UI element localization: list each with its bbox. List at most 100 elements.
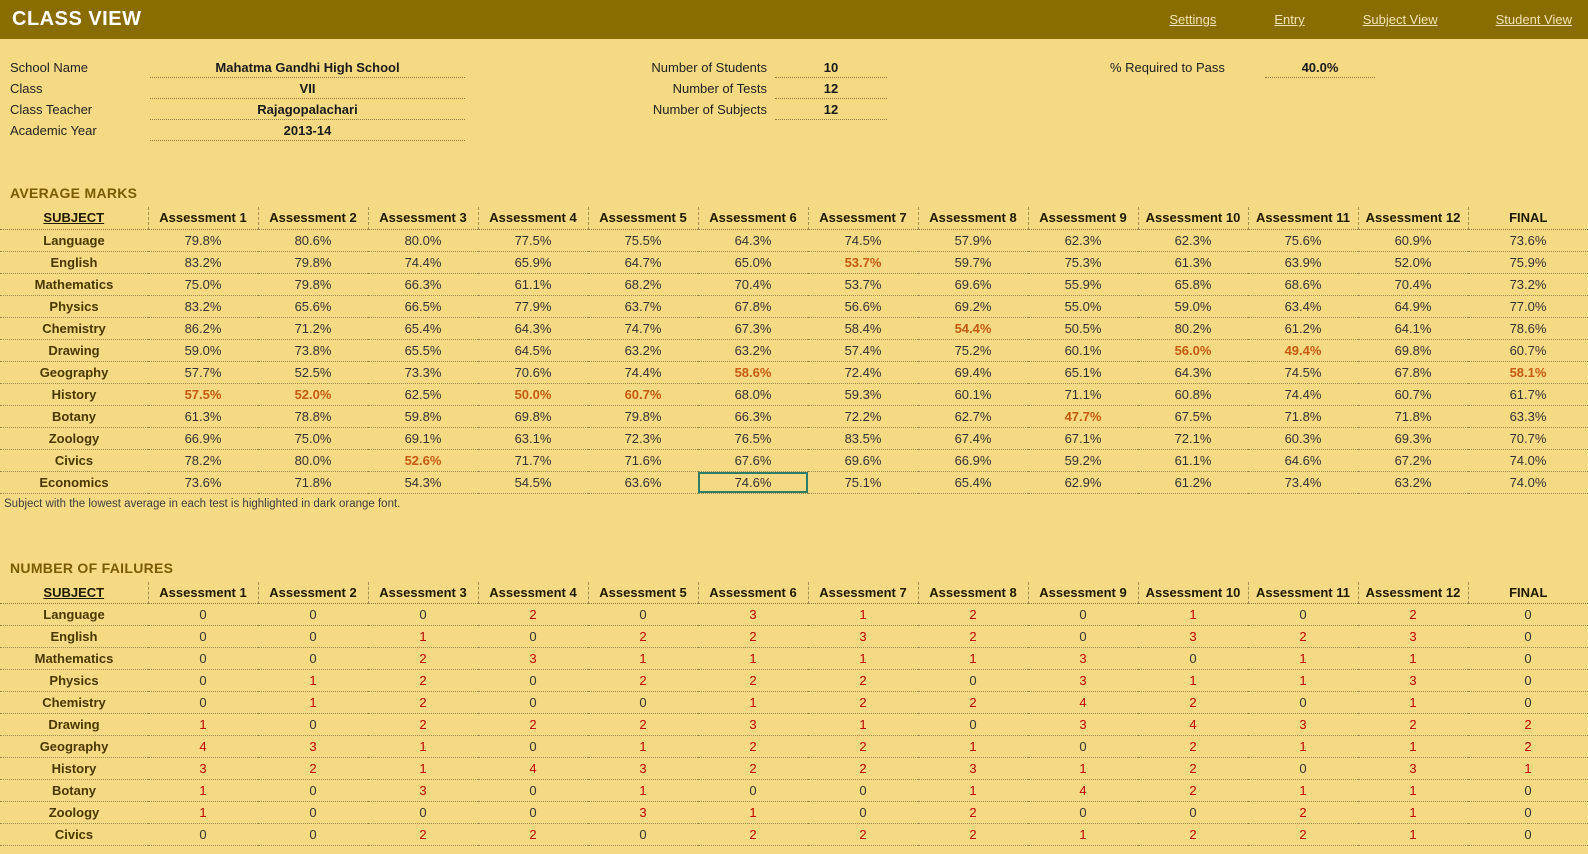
- data-cell[interactable]: 0: [258, 823, 368, 846]
- data-cell[interactable]: 3: [1028, 647, 1138, 670]
- data-cell[interactable]: 69.4%: [918, 361, 1028, 384]
- data-cell[interactable]: 72.1%: [1138, 427, 1248, 450]
- data-cell[interactable]: 0: [148, 823, 258, 846]
- data-cell[interactable]: 2: [1248, 823, 1358, 846]
- data-cell[interactable]: 71.6%: [588, 449, 698, 472]
- data-cell[interactable]: 61.2%: [1138, 471, 1248, 494]
- data-cell[interactable]: 3: [588, 757, 698, 780]
- data-cell[interactable]: 1: [148, 713, 258, 736]
- data-cell[interactable]: 2: [808, 669, 918, 692]
- data-cell[interactable]: 79.8%: [258, 251, 368, 274]
- data-cell[interactable]: 1: [1248, 669, 1358, 692]
- data-cell[interactable]: 1: [918, 779, 1028, 802]
- data-cell[interactable]: 54.4%: [918, 317, 1028, 340]
- data-cell[interactable]: 0: [478, 669, 588, 692]
- field-value[interactable]: 12: [775, 100, 887, 120]
- field-value[interactable]: 40.0%: [1265, 58, 1375, 78]
- data-cell[interactable]: 0: [1468, 603, 1588, 626]
- data-cell[interactable]: 61.1%: [478, 273, 588, 296]
- field-value[interactable]: 10: [775, 58, 887, 78]
- data-cell[interactable]: 1: [258, 669, 368, 692]
- data-cell[interactable]: 62.3%: [1028, 229, 1138, 252]
- data-cell[interactable]: 65.9%: [478, 251, 588, 274]
- data-cell[interactable]: 0: [1028, 625, 1138, 648]
- data-cell[interactable]: 72.3%: [588, 427, 698, 450]
- selected-cell[interactable]: 74.6%: [698, 471, 808, 494]
- data-cell[interactable]: 3: [478, 647, 588, 670]
- data-cell[interactable]: 2: [808, 823, 918, 846]
- data-cell[interactable]: 4: [478, 757, 588, 780]
- data-cell[interactable]: 0: [1468, 779, 1588, 802]
- data-cell[interactable]: 2: [1468, 735, 1588, 758]
- data-cell[interactable]: 74.0%: [1468, 449, 1588, 472]
- data-cell[interactable]: 3: [1028, 669, 1138, 692]
- field-value[interactable]: Rajagopalachari: [150, 100, 465, 120]
- subject-cell[interactable]: Language: [0, 229, 148, 252]
- data-cell[interactable]: 2: [698, 823, 808, 846]
- data-cell[interactable]: 2: [368, 713, 478, 736]
- field-value[interactable]: Mahatma Gandhi High School: [150, 58, 465, 78]
- data-cell[interactable]: 52.0%: [1358, 251, 1468, 274]
- data-cell[interactable]: 0: [1248, 603, 1358, 626]
- data-cell[interactable]: 2: [1138, 823, 1248, 846]
- data-cell[interactable]: 63.4%: [1248, 295, 1358, 318]
- data-cell[interactable]: 68.6%: [1248, 273, 1358, 296]
- data-cell[interactable]: 60.7%: [1358, 383, 1468, 406]
- data-cell[interactable]: 2: [1138, 735, 1248, 758]
- subject-cell[interactable]: Chemistry: [0, 691, 148, 714]
- data-cell[interactable]: 75.3%: [1028, 251, 1138, 274]
- data-cell[interactable]: 2: [588, 669, 698, 692]
- data-cell[interactable]: 80.6%: [258, 229, 368, 252]
- data-cell[interactable]: 65.1%: [1028, 361, 1138, 384]
- data-cell[interactable]: 2: [918, 691, 1028, 714]
- data-cell[interactable]: 2: [1138, 691, 1248, 714]
- data-cell[interactable]: 1: [1138, 669, 1248, 692]
- data-cell[interactable]: 1: [698, 647, 808, 670]
- data-cell[interactable]: 75.9%: [1468, 251, 1588, 274]
- data-cell[interactable]: 2: [918, 603, 1028, 626]
- data-cell[interactable]: 0: [918, 713, 1028, 736]
- data-cell[interactable]: 1: [368, 757, 478, 780]
- data-cell[interactable]: 61.7%: [1468, 383, 1588, 406]
- data-cell[interactable]: 73.2%: [1468, 273, 1588, 296]
- data-cell[interactable]: 57.4%: [808, 339, 918, 362]
- data-cell[interactable]: 1: [1358, 735, 1468, 758]
- data-cell[interactable]: 69.6%: [918, 273, 1028, 296]
- data-cell[interactable]: 0: [1138, 647, 1248, 670]
- subject-cell[interactable]: Botany: [0, 405, 148, 428]
- data-cell[interactable]: 67.6%: [698, 449, 808, 472]
- data-cell[interactable]: 3: [1358, 625, 1468, 648]
- data-cell[interactable]: 59.3%: [808, 383, 918, 406]
- data-cell[interactable]: 1: [148, 801, 258, 824]
- data-cell[interactable]: 1: [258, 691, 368, 714]
- data-cell[interactable]: 0: [148, 669, 258, 692]
- data-cell[interactable]: 0: [368, 801, 478, 824]
- data-cell[interactable]: 2: [1248, 801, 1358, 824]
- data-cell[interactable]: 0: [1468, 669, 1588, 692]
- data-cell[interactable]: 0: [478, 625, 588, 648]
- data-cell[interactable]: 1: [1028, 823, 1138, 846]
- field-value[interactable]: VII: [150, 79, 465, 99]
- data-cell[interactable]: 2: [258, 757, 368, 780]
- data-cell[interactable]: 68.2%: [588, 273, 698, 296]
- field-value[interactable]: 12: [775, 79, 887, 99]
- data-cell[interactable]: 64.1%: [1358, 317, 1468, 340]
- data-cell[interactable]: 3: [1138, 625, 1248, 648]
- subject-cell[interactable]: Physics: [0, 295, 148, 318]
- data-cell[interactable]: 4: [1138, 713, 1248, 736]
- data-cell[interactable]: 1: [1358, 823, 1468, 846]
- data-cell[interactable]: 60.7%: [588, 383, 698, 406]
- data-cell[interactable]: 83.5%: [808, 427, 918, 450]
- data-cell[interactable]: 69.8%: [478, 405, 588, 428]
- data-cell[interactable]: 65.6%: [258, 295, 368, 318]
- data-cell[interactable]: 65.0%: [698, 251, 808, 274]
- data-cell[interactable]: 80.0%: [368, 229, 478, 252]
- data-cell[interactable]: 2: [368, 669, 478, 692]
- data-cell[interactable]: 73.3%: [368, 361, 478, 384]
- data-cell[interactable]: 67.2%: [1358, 449, 1468, 472]
- data-cell[interactable]: 66.3%: [698, 405, 808, 428]
- data-cell[interactable]: 2: [478, 713, 588, 736]
- data-cell[interactable]: 73.6%: [1468, 229, 1588, 252]
- data-cell[interactable]: 2: [478, 823, 588, 846]
- data-cell[interactable]: 74.5%: [808, 229, 918, 252]
